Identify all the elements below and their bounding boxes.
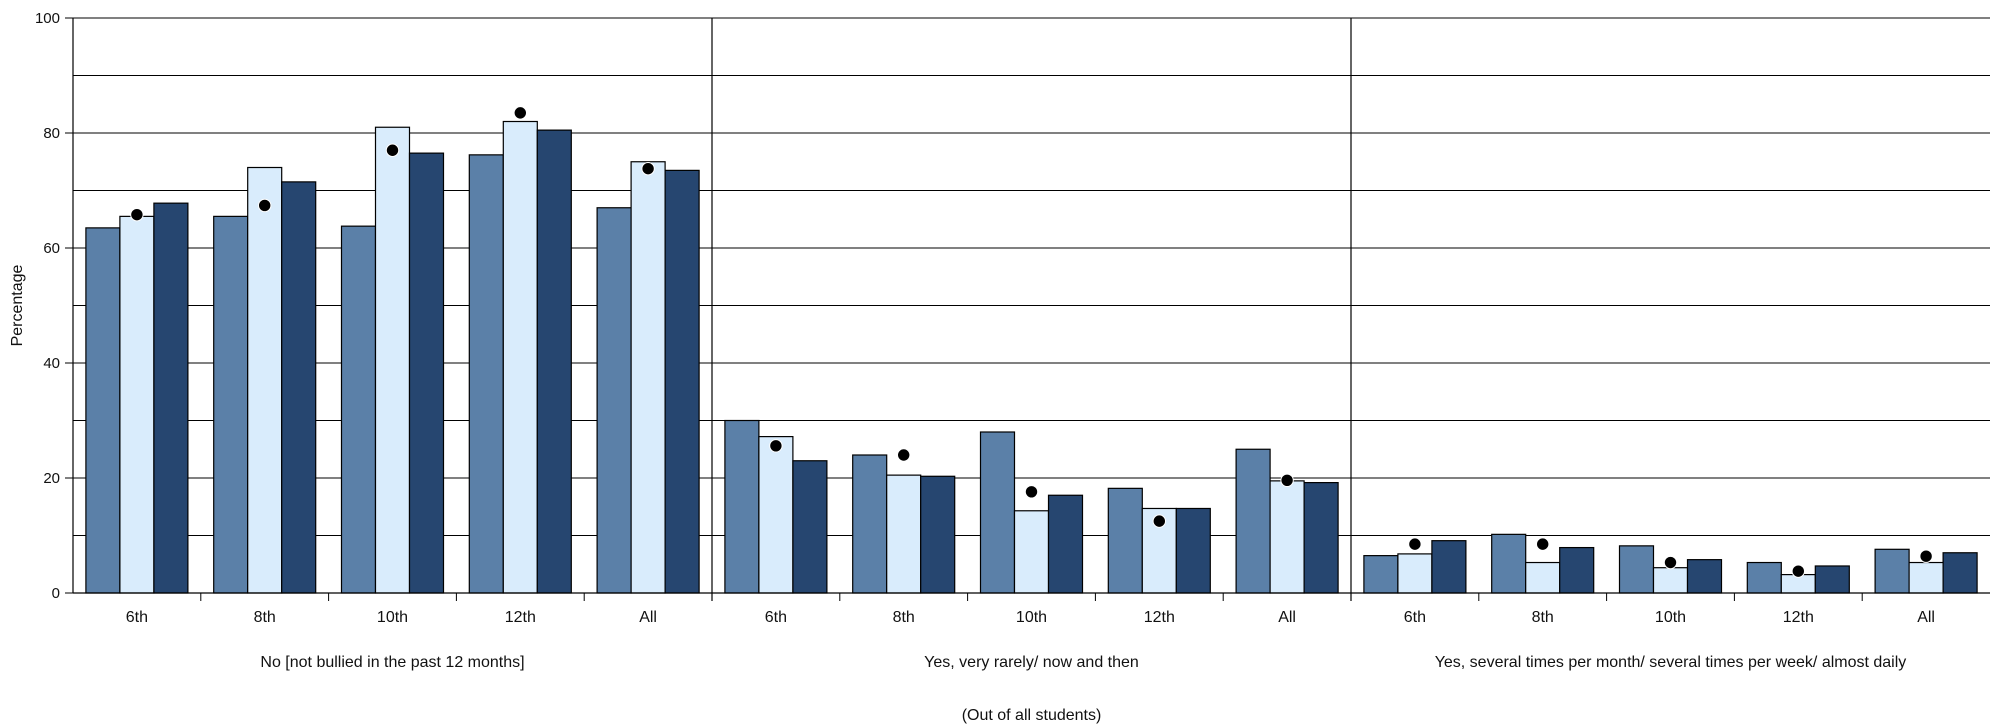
y-tick-label: 40 bbox=[43, 355, 60, 372]
y-tick-label: 100 bbox=[35, 10, 60, 27]
bar bbox=[1491, 533, 1527, 594]
bar bbox=[1874, 548, 1910, 594]
x-group-label: Yes, several times per month/ several ti… bbox=[1435, 654, 1907, 671]
bar bbox=[1431, 540, 1467, 594]
bar bbox=[247, 166, 283, 594]
x-category-label: All bbox=[639, 609, 657, 626]
reference-marker bbox=[1024, 485, 1039, 499]
bar bbox=[886, 474, 922, 594]
bar bbox=[1363, 555, 1399, 594]
x-category-label: 6th bbox=[126, 609, 148, 626]
bar bbox=[408, 152, 445, 594]
bars-layer bbox=[85, 120, 1978, 594]
bar bbox=[153, 202, 189, 594]
bar bbox=[920, 475, 956, 594]
bar bbox=[852, 454, 888, 594]
bar bbox=[1652, 567, 1689, 594]
bar bbox=[1013, 510, 1050, 594]
x-category-label: 10th bbox=[1016, 609, 1047, 626]
x-category-label: 6th bbox=[1404, 609, 1426, 626]
y-tick-label: 0 bbox=[52, 585, 60, 602]
x-category-label: 10th bbox=[1655, 609, 1686, 626]
y-tick-label: 60 bbox=[43, 240, 60, 257]
y-tick-label: 80 bbox=[43, 125, 60, 142]
x-category-label: 6th bbox=[765, 609, 787, 626]
bar bbox=[1269, 480, 1305, 594]
reference-marker bbox=[897, 448, 911, 462]
reference-marker bbox=[1408, 537, 1422, 551]
x-category-label: 12th bbox=[505, 609, 536, 626]
bar bbox=[792, 460, 828, 594]
bar bbox=[664, 169, 700, 594]
bar bbox=[979, 431, 1016, 594]
reference-marker bbox=[769, 439, 783, 453]
bar bbox=[1686, 559, 1723, 594]
x-category-label: 12th bbox=[1783, 609, 1814, 626]
markers-layer bbox=[130, 106, 1933, 578]
reference-marker bbox=[258, 198, 272, 213]
bar bbox=[536, 129, 572, 594]
bar bbox=[1235, 448, 1271, 594]
y-axis-label: Percentage bbox=[9, 264, 26, 346]
x-category-label: 8th bbox=[893, 609, 915, 626]
x-category-label: 10th bbox=[377, 609, 408, 626]
axis-layer: 0 20 40 60 80 100 6th 8th 10th 12th All No [not bul… bbox=[35, 10, 1990, 671]
bar bbox=[1908, 561, 1944, 594]
reference-marker bbox=[513, 106, 527, 120]
bar bbox=[1397, 553, 1433, 594]
reference-marker bbox=[1152, 514, 1167, 528]
bar bbox=[1746, 561, 1782, 594]
reference-marker bbox=[641, 161, 655, 176]
bar bbox=[119, 215, 155, 594]
x-category-label: 12th bbox=[1144, 609, 1175, 626]
bar bbox=[1814, 565, 1850, 594]
bar bbox=[630, 161, 666, 594]
bar bbox=[1942, 552, 1978, 594]
bar bbox=[281, 181, 317, 594]
bar bbox=[340, 225, 377, 594]
x-category-label: 8th bbox=[1532, 609, 1554, 626]
reference-marker bbox=[130, 207, 144, 222]
reference-marker bbox=[385, 143, 400, 157]
bar bbox=[502, 120, 538, 594]
bar bbox=[596, 207, 632, 594]
reference-marker bbox=[1663, 555, 1678, 570]
bar bbox=[1047, 494, 1084, 594]
bar bbox=[1559, 546, 1595, 594]
bar bbox=[1303, 482, 1339, 594]
reference-marker bbox=[1791, 564, 1806, 578]
bar bbox=[1175, 507, 1211, 594]
bar bbox=[468, 154, 504, 594]
bar bbox=[1618, 545, 1655, 594]
x-group-label: Yes, very rarely/ now and then bbox=[924, 654, 1139, 671]
x-group-label: No [not bullied in the past 12 months] bbox=[260, 654, 524, 671]
bar bbox=[213, 215, 249, 594]
x-category-label: All bbox=[1278, 609, 1296, 626]
y-tick-label: 20 bbox=[43, 470, 60, 487]
bar bbox=[374, 126, 411, 594]
bar bbox=[85, 227, 121, 594]
reference-marker bbox=[1536, 537, 1550, 551]
bar bbox=[758, 436, 794, 594]
reference-marker bbox=[1919, 549, 1933, 563]
x-category-label: All bbox=[1917, 609, 1935, 626]
reference-marker bbox=[1280, 473, 1294, 487]
chart-footer-note: (Out of all students) bbox=[962, 707, 1102, 724]
x-category-label: 8th bbox=[254, 609, 276, 626]
bar bbox=[1525, 561, 1561, 594]
bar bbox=[724, 419, 760, 594]
bar bbox=[1107, 487, 1143, 594]
